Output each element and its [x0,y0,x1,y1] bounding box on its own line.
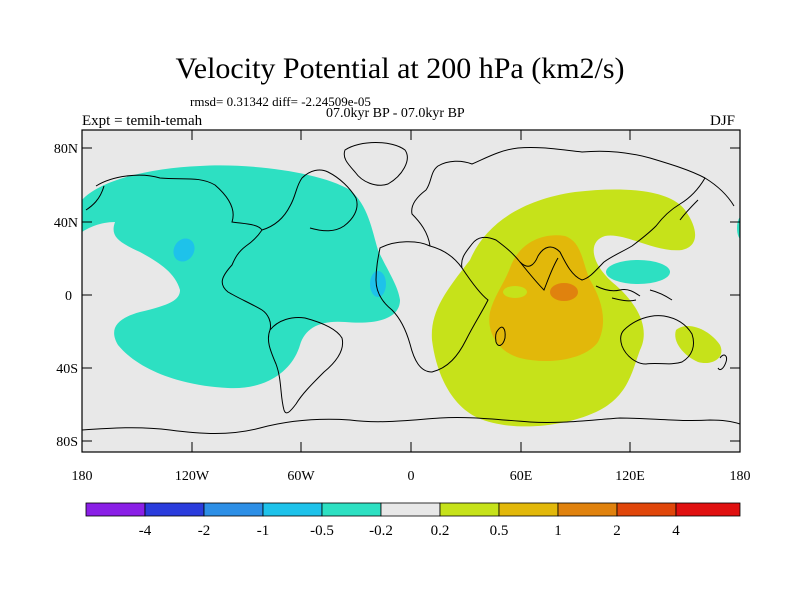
lon-label-60e: 60E [510,469,533,484]
colorbar-box-2 [144,502,205,517]
colorbar-box-5 [321,502,382,517]
experiment-period: 07.0kyr BP - 07.0kyr BP [326,106,465,121]
map-title: Velocity Potential at 200 hPa (km2/s) [175,52,625,85]
negative-anomaly-dateline [737,217,740,239]
positive-anomaly-patch [675,325,722,364]
colorbar [85,502,741,517]
lon-label-180e: 180 [730,469,751,484]
colorbar-label-8: 1 [554,523,562,539]
lat-label-40n: 40N [54,216,78,231]
lat-label-80n: 80N [54,142,78,157]
colorbar-box-10 [616,502,677,517]
colorbar-box-9 [557,502,618,517]
negative-anomaly-region [82,165,400,389]
lon-label-120e: 120E [615,469,645,484]
colorbar-box-11 [675,502,741,517]
negative-anomaly-pacific-warm-pool [606,260,670,284]
colorbar-label-3: -1 [257,523,270,539]
positive-anomaly-core [550,283,578,301]
lat-label-80s: 80S [56,435,78,450]
positive-anomaly-hole [503,286,527,298]
colorbar-label-10: 4 [672,523,680,539]
colorbar-label-7: 0.5 [490,523,509,539]
colorbar-box-1 [85,502,146,517]
colorbar-box-3 [203,502,264,517]
colorbar-label-6: 0.2 [431,523,450,539]
lat-ticks [82,147,740,442]
coastlines [82,142,740,434]
experiment-label: Expt = temih-temah [82,113,203,129]
positive-anomaly-mid [489,235,604,362]
lon-label-60w: 60W [287,469,315,484]
lon-label-0: 0 [408,469,415,484]
season-label: DJF [710,113,736,129]
colorbar-label-4: -0.5 [310,523,334,539]
lon-ticks [81,130,741,452]
contour-fill-group [82,142,740,434]
colorbar-box-7 [439,502,500,517]
lon-label-120w: 120W [175,469,210,484]
colorbar-box-8 [498,502,559,517]
colorbar-label-2: -2 [198,523,211,539]
negative-anomaly-core-atlantic [370,271,386,297]
colorbar-label-5: -0.2 [369,523,393,539]
colorbar-box-4 [262,502,323,517]
lat-label-0: 0 [65,289,72,304]
colorbar-label-1: -4 [139,523,152,539]
rmsd-stats: rmsd= 0.31342 diff= -2.24509e-05 [190,94,371,109]
lat-label-40s: 40S [56,362,78,377]
lon-label-180w: 180 [72,469,93,484]
negative-anomaly-core-pacific [173,238,195,262]
colorbar-label-9: 2 [613,523,621,539]
colorbar-box-6 [380,502,441,517]
